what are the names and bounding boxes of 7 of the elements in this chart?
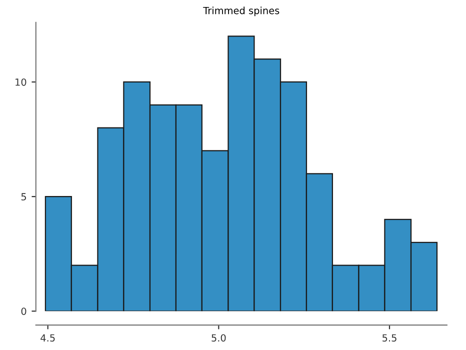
y-tick-label: 10 [16,78,26,86]
x-tick-label: 4.5 [40,334,55,342]
x-tick-label: 5.5 [382,334,396,342]
y-tick-label: 0 [21,308,26,315]
y-tick-label: 5 [21,193,26,200]
chart-title: Trimmed spines [203,6,280,16]
x-tick-label: 5.0 [212,334,226,342]
